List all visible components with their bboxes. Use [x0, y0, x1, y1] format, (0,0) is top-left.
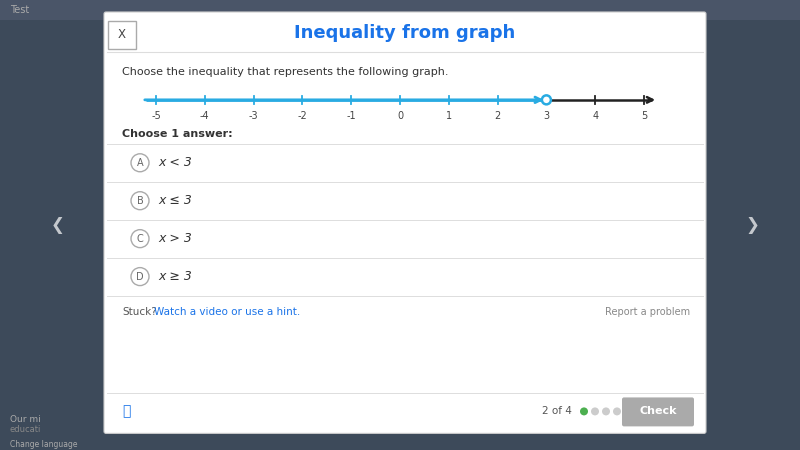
Text: 3: 3	[543, 111, 550, 121]
Circle shape	[580, 407, 588, 415]
Text: -2: -2	[298, 111, 307, 121]
Text: Inequality from graph: Inequality from graph	[294, 24, 516, 42]
FancyBboxPatch shape	[622, 397, 694, 427]
Text: Report a problem: Report a problem	[605, 306, 690, 316]
FancyBboxPatch shape	[0, 0, 800, 20]
Circle shape	[542, 95, 551, 104]
Text: A: A	[137, 158, 143, 168]
Text: x ≤ 3: x ≤ 3	[158, 194, 192, 207]
Text: 5: 5	[641, 111, 647, 121]
Text: Test: Test	[10, 5, 30, 15]
Text: 0: 0	[397, 111, 403, 121]
Text: C: C	[137, 234, 143, 243]
Text: educati: educati	[10, 425, 42, 434]
Text: -4: -4	[200, 111, 210, 121]
Text: x < 3: x < 3	[158, 156, 192, 169]
Circle shape	[591, 407, 599, 415]
Text: -5: -5	[151, 111, 161, 121]
Text: -1: -1	[346, 111, 356, 121]
Text: D: D	[136, 272, 144, 282]
Text: Choose the inequality that represents the following graph.: Choose the inequality that represents th…	[122, 67, 449, 77]
Text: X: X	[118, 28, 126, 41]
Circle shape	[131, 154, 149, 172]
Circle shape	[131, 268, 149, 286]
Circle shape	[131, 230, 149, 248]
Text: x ≥ 3: x ≥ 3	[158, 270, 192, 283]
Text: Our mi: Our mi	[10, 415, 41, 424]
Circle shape	[131, 192, 149, 210]
Text: 2 of 4: 2 of 4	[542, 406, 572, 416]
Text: ❯: ❯	[745, 216, 759, 234]
FancyBboxPatch shape	[108, 21, 136, 49]
Text: 4: 4	[592, 111, 598, 121]
Text: -3: -3	[249, 111, 258, 121]
Text: x > 3: x > 3	[158, 232, 192, 245]
Text: 1: 1	[446, 111, 452, 121]
FancyBboxPatch shape	[104, 12, 706, 433]
Text: 🖊: 🖊	[122, 405, 130, 418]
Text: Choose 1 answer:: Choose 1 answer:	[122, 129, 233, 139]
Circle shape	[613, 407, 621, 415]
Text: Change language: Change language	[10, 440, 78, 449]
Text: Watch a video or use a hint.: Watch a video or use a hint.	[154, 306, 300, 316]
Text: 2: 2	[494, 111, 501, 121]
Circle shape	[602, 407, 610, 415]
Text: B: B	[137, 196, 143, 206]
Text: Stuck?: Stuck?	[122, 306, 157, 316]
Text: ❮: ❮	[51, 216, 65, 234]
Text: Check: Check	[639, 406, 677, 416]
